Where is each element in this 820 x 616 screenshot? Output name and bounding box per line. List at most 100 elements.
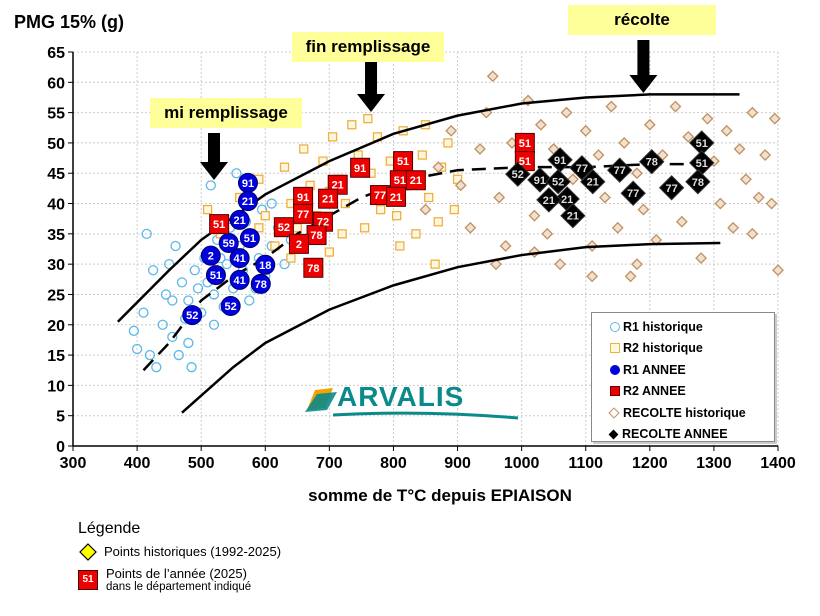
recolte-historique-point bbox=[592, 149, 605, 161]
recolte-annee-point bbox=[685, 169, 711, 195]
recolte-annee-point bbox=[545, 169, 571, 195]
recolte-annee-point bbox=[527, 167, 553, 193]
figure-legend: Légende Points historiques (1992-2025) 5… bbox=[78, 520, 281, 597]
r1-annee-point bbox=[229, 248, 250, 269]
point-label: 91 bbox=[297, 192, 309, 204]
legend-label: R1 historique bbox=[623, 319, 703, 334]
y-tick-label: 5 bbox=[56, 409, 65, 426]
point-label: 18 bbox=[259, 260, 271, 272]
recolte-annee-point bbox=[536, 187, 562, 213]
point-label: 2 bbox=[296, 239, 302, 251]
r2-historique-point bbox=[202, 204, 213, 215]
point-label: 51 bbox=[244, 233, 256, 245]
point-label: 21 bbox=[242, 196, 254, 208]
r1-historique-point bbox=[147, 265, 159, 276]
point-label: 21 bbox=[390, 192, 402, 204]
y-tick-label: 65 bbox=[47, 45, 65, 62]
recolte-annee-point bbox=[560, 203, 586, 229]
r1-historique-point bbox=[279, 259, 290, 270]
recolte-historique-point bbox=[752, 191, 765, 204]
recolte-historique-point bbox=[586, 270, 599, 283]
r1-historique-point bbox=[231, 168, 242, 179]
r2-historique-point bbox=[286, 253, 296, 263]
recolte-historique-point bbox=[675, 215, 688, 228]
recolte-historique-point bbox=[631, 258, 643, 271]
recolte-historique-point bbox=[631, 167, 643, 180]
r2-historique-point bbox=[385, 156, 395, 166]
point-label: 78 bbox=[255, 279, 267, 291]
x-tick-label: 400 bbox=[124, 455, 151, 472]
recolte-historique-point bbox=[695, 252, 708, 265]
y-tick-label: 25 bbox=[47, 287, 65, 304]
yellow-diamond-icon bbox=[79, 543, 97, 561]
r2-annee-point bbox=[386, 186, 407, 207]
r1-historique-point bbox=[221, 259, 232, 270]
point-label: 51 bbox=[696, 158, 708, 170]
year-label: Points de l’année (2025) bbox=[106, 566, 247, 581]
point-label: 91 bbox=[354, 163, 366, 175]
y-tick-label: 60 bbox=[47, 75, 65, 92]
r2-historique-point bbox=[392, 211, 402, 221]
recolte-historique-point bbox=[746, 227, 759, 240]
recolte-historique-point bbox=[579, 124, 592, 137]
recolte-historique-point bbox=[464, 221, 477, 234]
y-axis-label: PMG 15% (g) bbox=[14, 12, 125, 32]
recolte-historique-point bbox=[714, 197, 727, 210]
r2-historique-point bbox=[363, 114, 373, 124]
y-tick-label: 0 bbox=[56, 439, 65, 456]
recolte-historique-point bbox=[643, 118, 656, 131]
r2-annee-point bbox=[303, 257, 324, 278]
r2-historique-point bbox=[324, 247, 335, 257]
legend-label: R1 ANNEE bbox=[623, 362, 686, 377]
r1-annee-point bbox=[205, 265, 226, 286]
annotation-recolte: récolte bbox=[568, 5, 716, 35]
y-tick-label: 30 bbox=[47, 257, 65, 274]
point-label: 91 bbox=[242, 178, 254, 190]
point-label: 52 bbox=[512, 169, 524, 181]
r2-historique-point bbox=[375, 204, 386, 215]
recolte-historique-point bbox=[474, 143, 486, 155]
point-label: 51 bbox=[519, 138, 531, 150]
recolte-historique-point bbox=[733, 143, 746, 155]
x-tick-label: 900 bbox=[444, 455, 471, 472]
point-label: 51 bbox=[519, 156, 531, 168]
recolte-historique-point bbox=[454, 179, 467, 192]
recolte-annee-point bbox=[606, 157, 633, 183]
legend-label: R2 historique bbox=[623, 341, 703, 356]
point-label: 77 bbox=[297, 209, 309, 221]
r1-historique-point bbox=[266, 198, 277, 209]
r1-historique-point bbox=[173, 349, 184, 361]
point-label: 21 bbox=[410, 175, 422, 187]
r1-annee-point bbox=[237, 191, 258, 212]
point-label: 77 bbox=[576, 163, 588, 175]
recolte-historique-point bbox=[746, 106, 759, 119]
logo-text: ARVALIS bbox=[337, 381, 465, 412]
r1-historique-point bbox=[128, 325, 140, 336]
r1-historique-point bbox=[141, 228, 152, 239]
recolte-historique-point bbox=[759, 149, 772, 161]
y-tick-label: 10 bbox=[47, 378, 65, 395]
recolte-historique-point bbox=[560, 106, 573, 119]
recolte-annee-point bbox=[639, 149, 665, 175]
recolte-historique-point bbox=[669, 100, 682, 113]
y-tick-label: 20 bbox=[47, 318, 65, 335]
x-tick-label: 600 bbox=[252, 455, 279, 472]
chart-legend: R1 historique R2 historique R1 ANNEE R2 … bbox=[591, 312, 775, 442]
r1-historique-point bbox=[208, 319, 220, 330]
legend-item-recolte-annee: RECOLTE ANNEE bbox=[592, 424, 774, 446]
r1-historique-point bbox=[167, 295, 178, 306]
legend-item-r2-annee: R2 ANNEE bbox=[592, 381, 774, 403]
recolte-historique-point bbox=[445, 124, 458, 137]
point-label: 51 bbox=[696, 138, 708, 150]
upper-envelope-curve bbox=[116, 93, 740, 323]
r1-annee-point bbox=[182, 305, 203, 326]
x-tick-label: 1100 bbox=[568, 455, 603, 472]
r1-historique-point bbox=[186, 362, 197, 373]
r1-annee-point bbox=[239, 228, 260, 249]
r2-annee-point bbox=[405, 170, 426, 191]
r1-historique-point bbox=[151, 362, 162, 373]
recolte-historique-point bbox=[765, 197, 778, 210]
point-label: 2 bbox=[208, 251, 214, 263]
recolte-historique-point bbox=[637, 203, 650, 216]
lower-envelope-curve bbox=[181, 241, 721, 414]
